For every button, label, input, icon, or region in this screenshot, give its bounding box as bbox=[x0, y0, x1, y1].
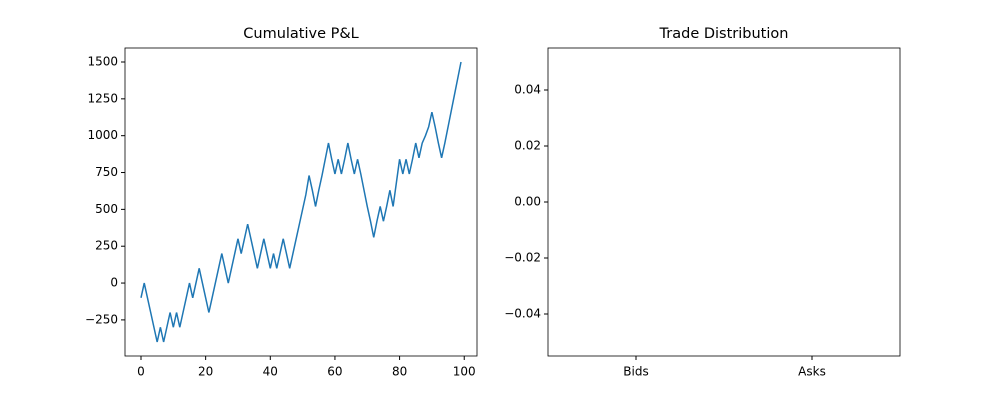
y-tick-label: 500 bbox=[95, 202, 118, 216]
y-tick-label: 0 bbox=[110, 276, 118, 290]
chart-title: Cumulative P&L bbox=[243, 26, 359, 42]
y-tick-label: −250 bbox=[85, 312, 118, 326]
y-tick-label: 1250 bbox=[87, 91, 118, 105]
line-series bbox=[140, 61, 462, 343]
y-tick-label: 750 bbox=[95, 165, 118, 179]
y-tick-label: 0.04 bbox=[514, 83, 541, 97]
chart-title: Trade Distribution bbox=[659, 26, 789, 42]
x-tick-label: 20 bbox=[198, 365, 213, 379]
x-tick-label: Asks bbox=[798, 365, 826, 379]
y-tick-label: 1500 bbox=[87, 55, 118, 69]
y-tick-label: 1000 bbox=[87, 128, 118, 142]
y-tick-label: 250 bbox=[95, 239, 118, 253]
x-tick-label: Bids bbox=[623, 365, 648, 379]
axes-frame bbox=[124, 47, 478, 357]
x-tick-label: 100 bbox=[453, 365, 476, 379]
y-tick-label: 0.02 bbox=[514, 139, 541, 153]
axes-frame bbox=[547, 47, 901, 357]
y-tick-label: −0.02 bbox=[504, 251, 541, 265]
x-tick-label: 0 bbox=[137, 365, 145, 379]
x-tick-label: 80 bbox=[392, 365, 407, 379]
y-tick-label: 0.00 bbox=[514, 195, 541, 209]
x-tick-label: 60 bbox=[327, 365, 342, 379]
y-tick-label: −0.04 bbox=[504, 307, 541, 321]
x-tick-label: 40 bbox=[263, 365, 278, 379]
